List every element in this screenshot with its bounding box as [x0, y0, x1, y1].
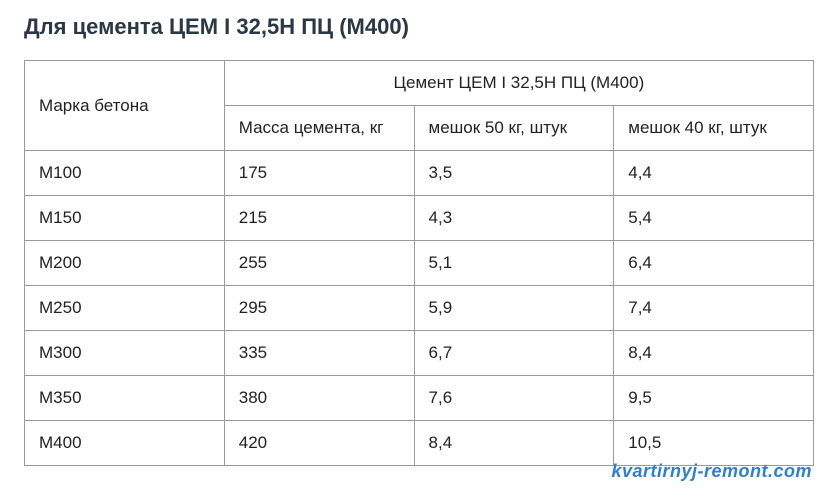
table-row: М3503807,69,5	[25, 376, 814, 421]
cell-bag40: 4,4	[614, 151, 814, 196]
header-group: Цемент ЦЕМ I 32,5Н ПЦ (М400)	[224, 61, 813, 106]
cell-brand: М300	[25, 331, 225, 376]
cell-bag40: 9,5	[614, 376, 814, 421]
cell-brand: М250	[25, 286, 225, 331]
cell-bag50: 3,5	[414, 151, 614, 196]
cell-bag50: 5,1	[414, 241, 614, 286]
cell-bag40: 8,4	[614, 331, 814, 376]
cell-bag40: 7,4	[614, 286, 814, 331]
cell-bag40: 6,4	[614, 241, 814, 286]
cell-mass: 420	[224, 421, 414, 466]
header-mass: Масса цемента, кг	[224, 106, 414, 151]
cell-brand: М150	[25, 196, 225, 241]
cell-bag50: 6,7	[414, 331, 614, 376]
cell-mass: 335	[224, 331, 414, 376]
cell-brand: М200	[25, 241, 225, 286]
cell-mass: 175	[224, 151, 414, 196]
cement-table: Марка бетона Цемент ЦЕМ I 32,5Н ПЦ (М400…	[24, 60, 814, 466]
table-row: М2002555,16,4	[25, 241, 814, 286]
table-row: М3003356,78,4	[25, 331, 814, 376]
cell-mass: 255	[224, 241, 414, 286]
cell-mass: 295	[224, 286, 414, 331]
table-row: М1502154,35,4	[25, 196, 814, 241]
header-bag40: мешок 40 кг, штук	[614, 106, 814, 151]
cell-bag50: 7,6	[414, 376, 614, 421]
table-row: М1001753,54,4	[25, 151, 814, 196]
cell-brand: М100	[25, 151, 225, 196]
watermark: kvartirnyj-remont.com	[611, 461, 812, 482]
cell-mass: 380	[224, 376, 414, 421]
cell-bag40: 10,5	[614, 421, 814, 466]
cell-brand: М400	[25, 421, 225, 466]
cell-bag50: 8,4	[414, 421, 614, 466]
page-title: Для цемента ЦЕМ I 32,5Н ПЦ (М400)	[24, 14, 816, 40]
cell-bag50: 4,3	[414, 196, 614, 241]
table-row: М2502955,97,4	[25, 286, 814, 331]
cell-bag40: 5,4	[614, 196, 814, 241]
header-brand: Марка бетона	[25, 61, 225, 151]
cell-bag50: 5,9	[414, 286, 614, 331]
table-row: М4004208,410,5	[25, 421, 814, 466]
cell-brand: М350	[25, 376, 225, 421]
header-bag50: мешок 50 кг, штук	[414, 106, 614, 151]
cell-mass: 215	[224, 196, 414, 241]
